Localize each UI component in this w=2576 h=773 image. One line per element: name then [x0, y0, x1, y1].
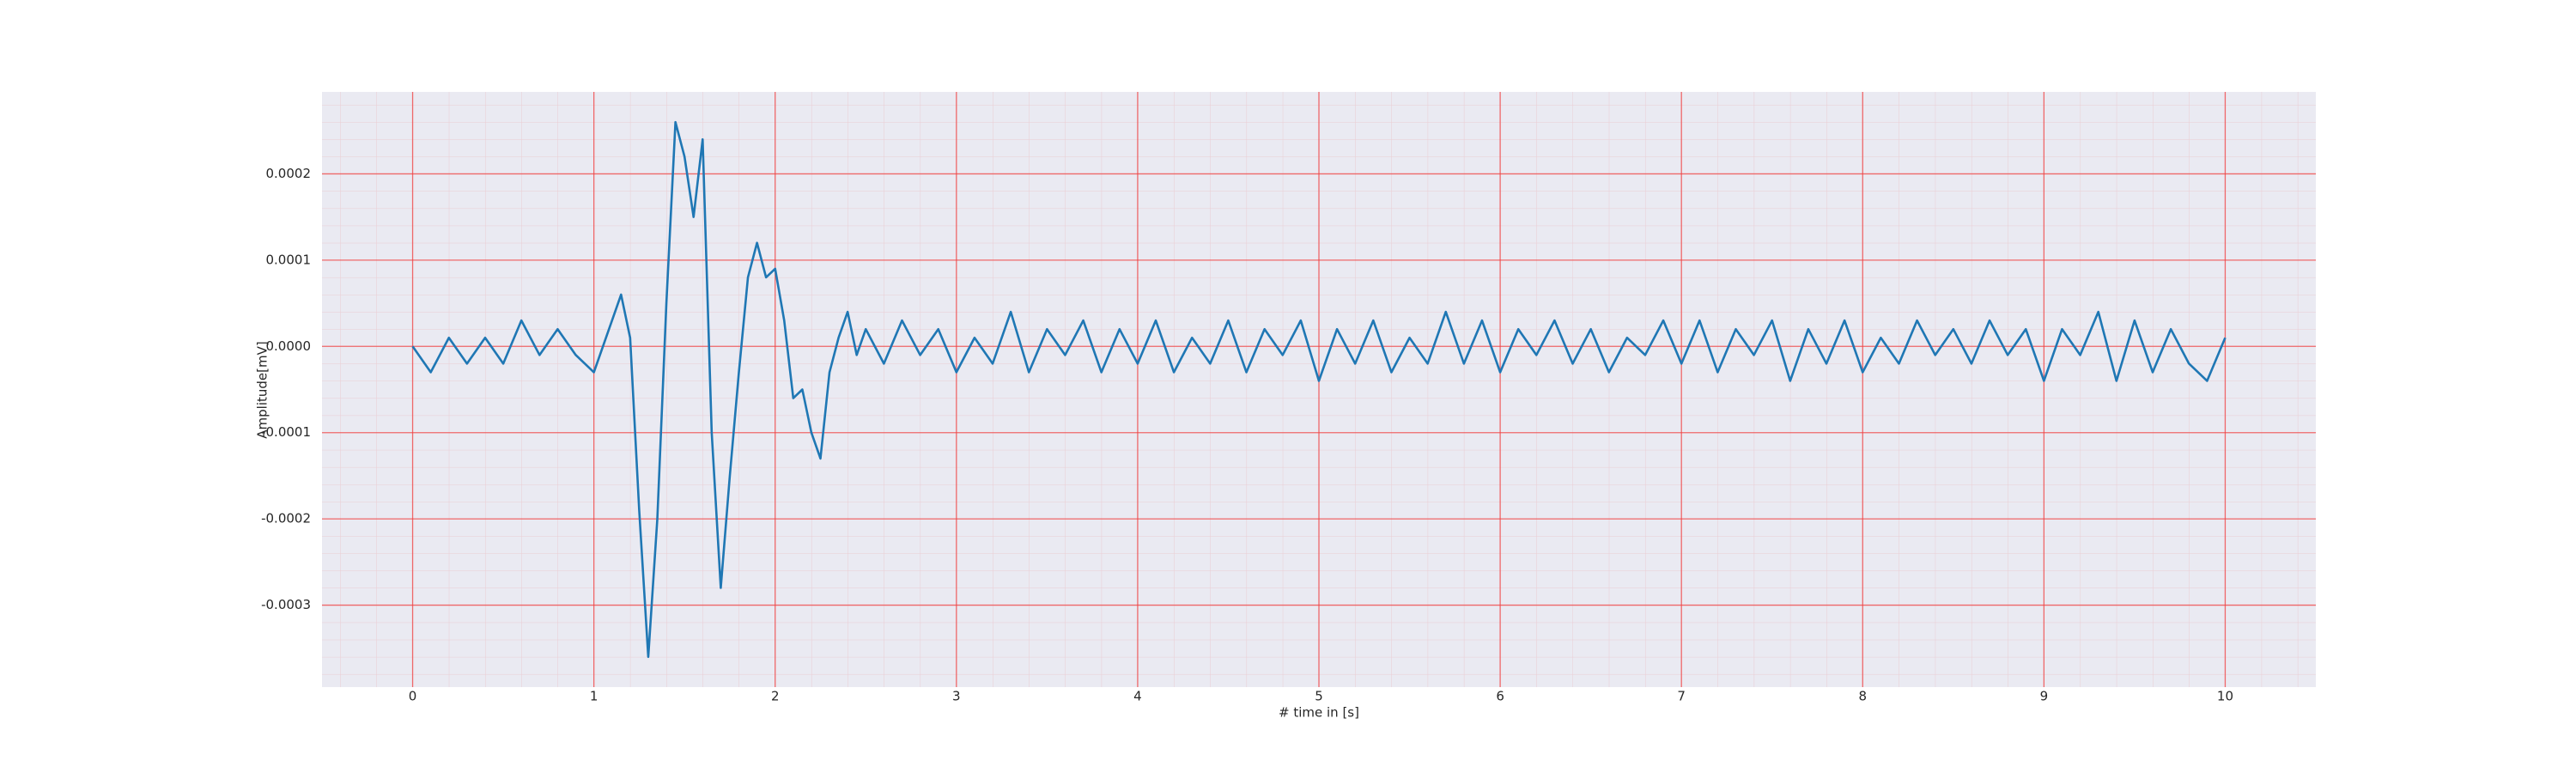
x-axis-label: # time in [s]	[1279, 705, 1359, 721]
y-axis-label: Amplitude[mV]	[255, 341, 270, 438]
y-tick-label: 0.0002	[266, 166, 312, 181]
y-tick-label: -0.0003	[261, 597, 311, 612]
y-tick-label: -0.0001	[261, 424, 311, 440]
x-tick-label: 9	[2040, 689, 2049, 704]
signal-line	[411, 120, 2227, 659]
x-tick-label: 7	[1677, 689, 1686, 704]
x-tick-label: 3	[952, 689, 961, 704]
x-tick-label: 6	[1496, 689, 1504, 704]
x-tick-label: 8	[1858, 689, 1867, 704]
x-tick-label: 1	[590, 689, 598, 704]
x-tick-label: 4	[1133, 689, 1142, 704]
y-tick-label: 0.0001	[266, 252, 312, 267]
x-tick-label: 2	[771, 689, 780, 704]
y-tick-label: -0.0002	[261, 511, 311, 526]
x-tick-label: 5	[1315, 689, 1323, 704]
x-tick-label: 10	[2217, 689, 2233, 704]
y-tick-label: 0.0000	[266, 338, 312, 354]
x-tick-label: 0	[409, 689, 417, 704]
